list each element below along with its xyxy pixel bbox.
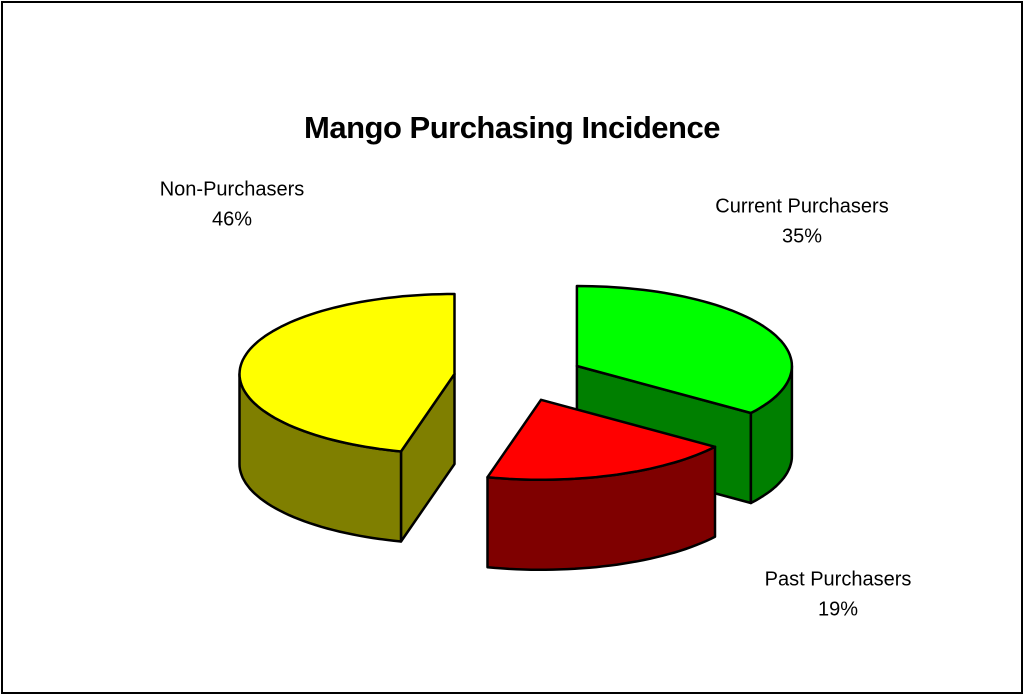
labels: Current Purchasers 35% Past Purchasers 19% N… [160,178,912,620]
slice-top [486,398,717,481]
slice-top [575,284,794,415]
slice-label: Past Purchasers [765,568,912,590]
slice [486,398,717,571]
slice-top [238,292,456,453]
slice-value-label: 19% [818,598,858,620]
chart-title: Mango Purchasing Incidence [304,110,720,145]
slice-value-label: 35% [782,225,822,247]
slice-label: Non-Purchasers [160,178,305,200]
slice-value-label: 46% [212,208,252,230]
slice [238,292,456,543]
slice-label: Current Purchasers [715,195,888,217]
pie [238,284,794,571]
